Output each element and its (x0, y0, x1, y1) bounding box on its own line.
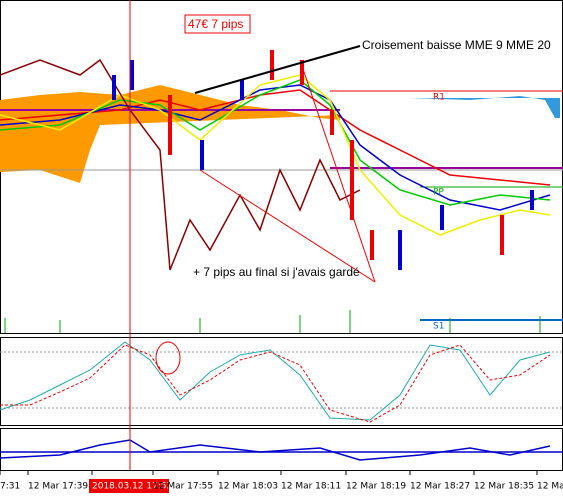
x-tick-label: 12 Mar 18:19 (346, 482, 406, 492)
highlight-circle (155, 341, 181, 375)
trend-line (199, 169, 376, 283)
x-tick-label: 12 Mar 17:55 (153, 482, 213, 492)
candles (112, 50, 534, 270)
chikou-line (0, 58, 361, 271)
stoch-panel (0, 337, 563, 426)
x-tick-label: 7:31 (0, 482, 20, 492)
s1-label: S1 (433, 322, 444, 332)
x-tick-label: 2018.03.12 17:52 (92, 482, 172, 492)
volume (4, 310, 541, 333)
pp-label: PP (433, 188, 444, 198)
blue-band (340, 96, 560, 118)
bottom-line (0, 439, 551, 461)
crossing-label: Croisement baisse MME 9 MME 20 (362, 38, 551, 52)
stoch-main (0, 341, 551, 421)
pips-label: 47€ 7 pips (188, 17, 243, 31)
x-tick-label: 12 Mar 18:03 (218, 482, 278, 492)
trend-line (299, 59, 376, 283)
final-label: + 7 pips au final si j'avais gardé (193, 265, 360, 279)
x-tick-label: 12 Mar 17:39 (28, 482, 88, 492)
x-tick-label: 12 Mar 18:27 (410, 482, 470, 492)
ma-red (0, 89, 551, 186)
ma-yellow (0, 74, 551, 236)
x-highlight (89, 479, 169, 493)
pips-box (184, 14, 251, 34)
x-tick-label: 12 Mar 18:11 (281, 482, 341, 492)
x-tick-label: 12 Mar 18:35 (474, 482, 534, 492)
stoch-signal (0, 344, 551, 423)
arrow (194, 45, 361, 94)
r1-label: R1 (433, 93, 445, 103)
x-tick-label: 12 Ma (537, 482, 563, 492)
